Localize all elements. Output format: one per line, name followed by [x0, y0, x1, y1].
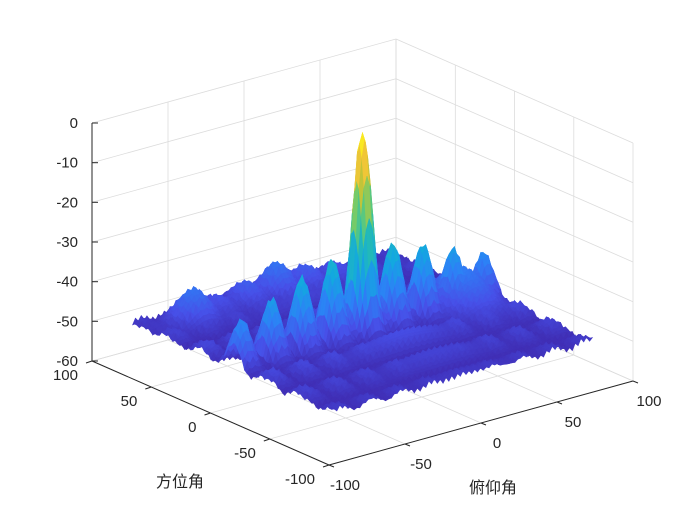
right-wall-gridline-z [395, 78, 634, 184]
back-wall-gridline-z [91, 117, 397, 203]
right-wall-gridline-z [395, 236, 634, 342]
right-wall-gridline-z [395, 38, 634, 144]
right-wall-gridline-z [395, 117, 634, 223]
surface-plot [132, 131, 594, 412]
floor-gridline-y [269, 354, 574, 440]
back-wall-gridline-z [91, 157, 397, 243]
back-wall-gridline-z [91, 197, 397, 283]
right-wall-gridline-z [395, 197, 634, 303]
back-wall-gridline-z [91, 236, 397, 322]
back-wall-gridline-z [91, 78, 397, 164]
back-wall-gridline-z [91, 38, 397, 124]
right-wall-gridline-z [395, 157, 634, 263]
